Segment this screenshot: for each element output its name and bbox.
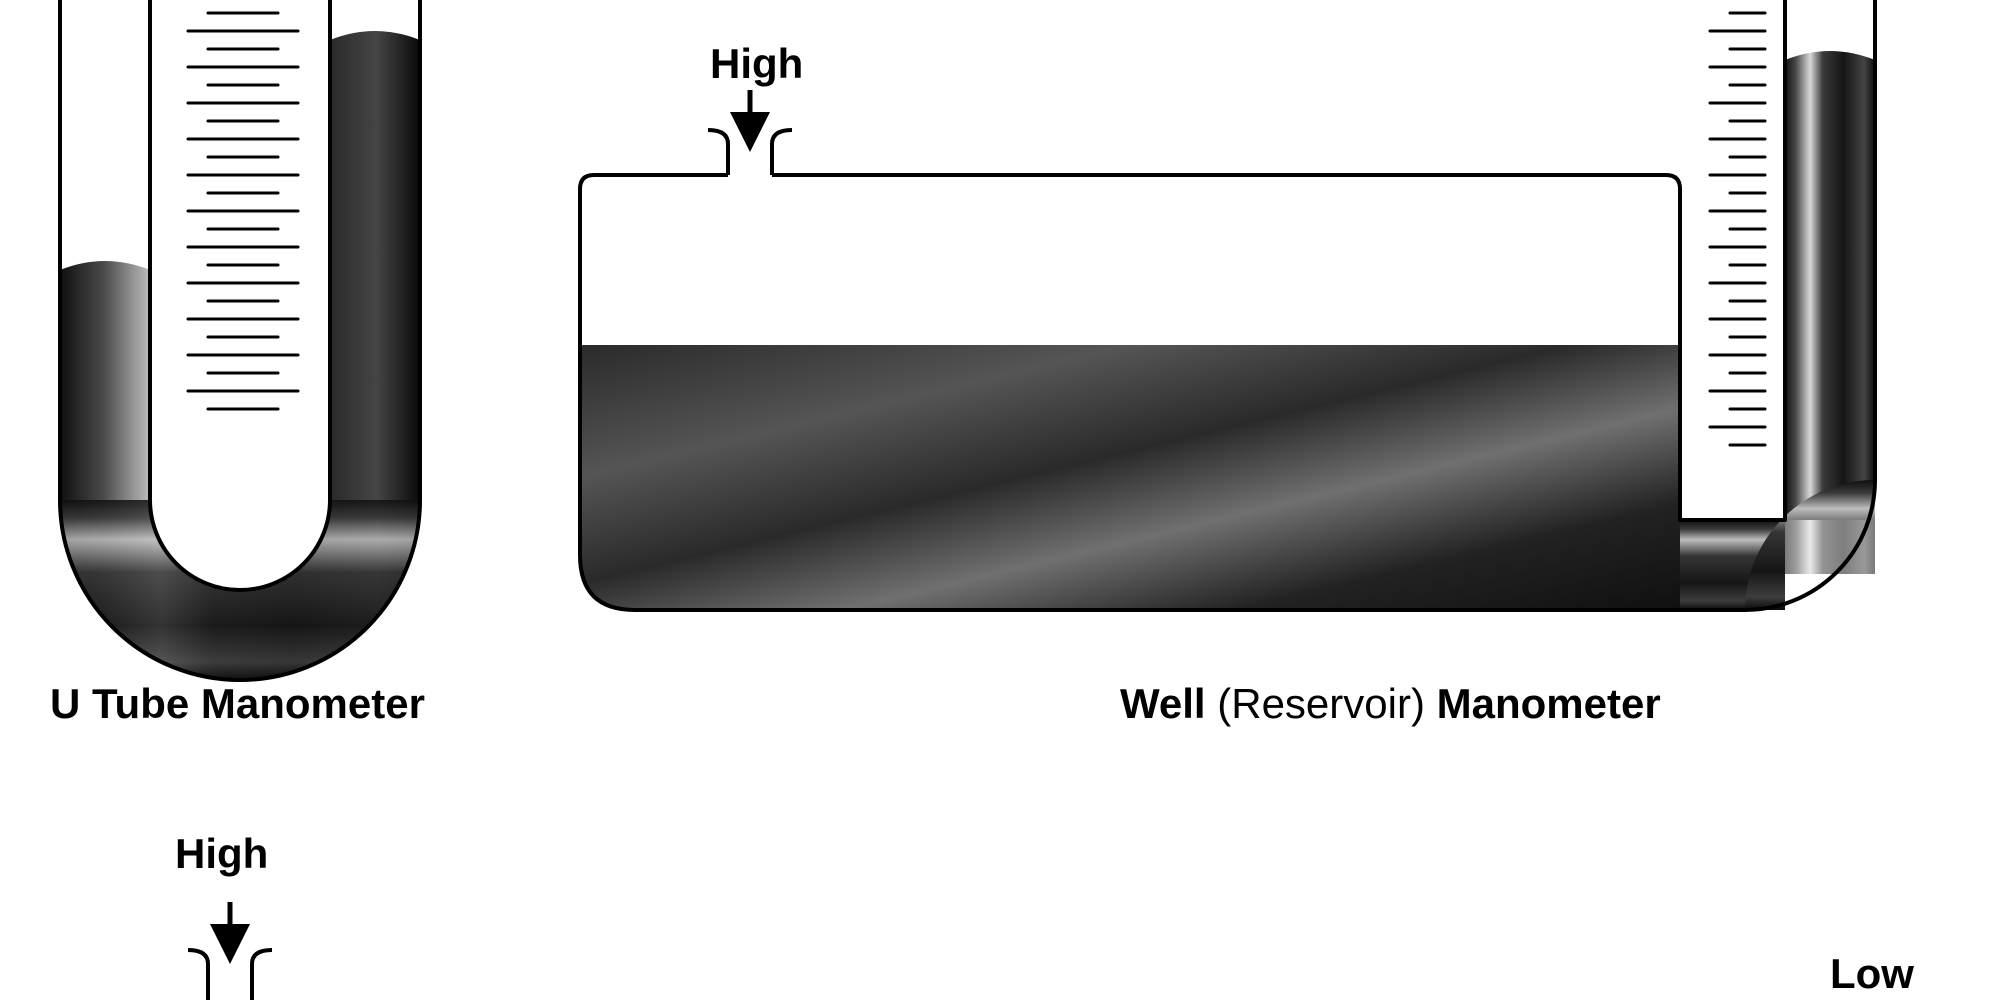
- well-caption: Well (Reservoir) Manometer: [1120, 680, 1661, 728]
- u-tube-manometer: [60, 0, 420, 680]
- partial-lower-diagram: [188, 902, 272, 1000]
- partial-high-label: High: [175, 830, 268, 878]
- well-scale: [1710, 0, 1765, 445]
- u-tube-caption: U Tube Manometer: [50, 680, 425, 728]
- u-tube-scale: [188, 0, 298, 409]
- well-high-label: High: [710, 40, 803, 88]
- u-tube-wall-inner: [150, 0, 330, 590]
- well-reservoir-fluid: [580, 345, 1680, 610]
- diagram-canvas: [0, 0, 2000, 1000]
- well-manometer: [580, 0, 1875, 610]
- well-column-fluid: [1785, 51, 1875, 520]
- partial-inlet: [188, 950, 272, 1000]
- partial-low-label: Low: [1830, 950, 1914, 998]
